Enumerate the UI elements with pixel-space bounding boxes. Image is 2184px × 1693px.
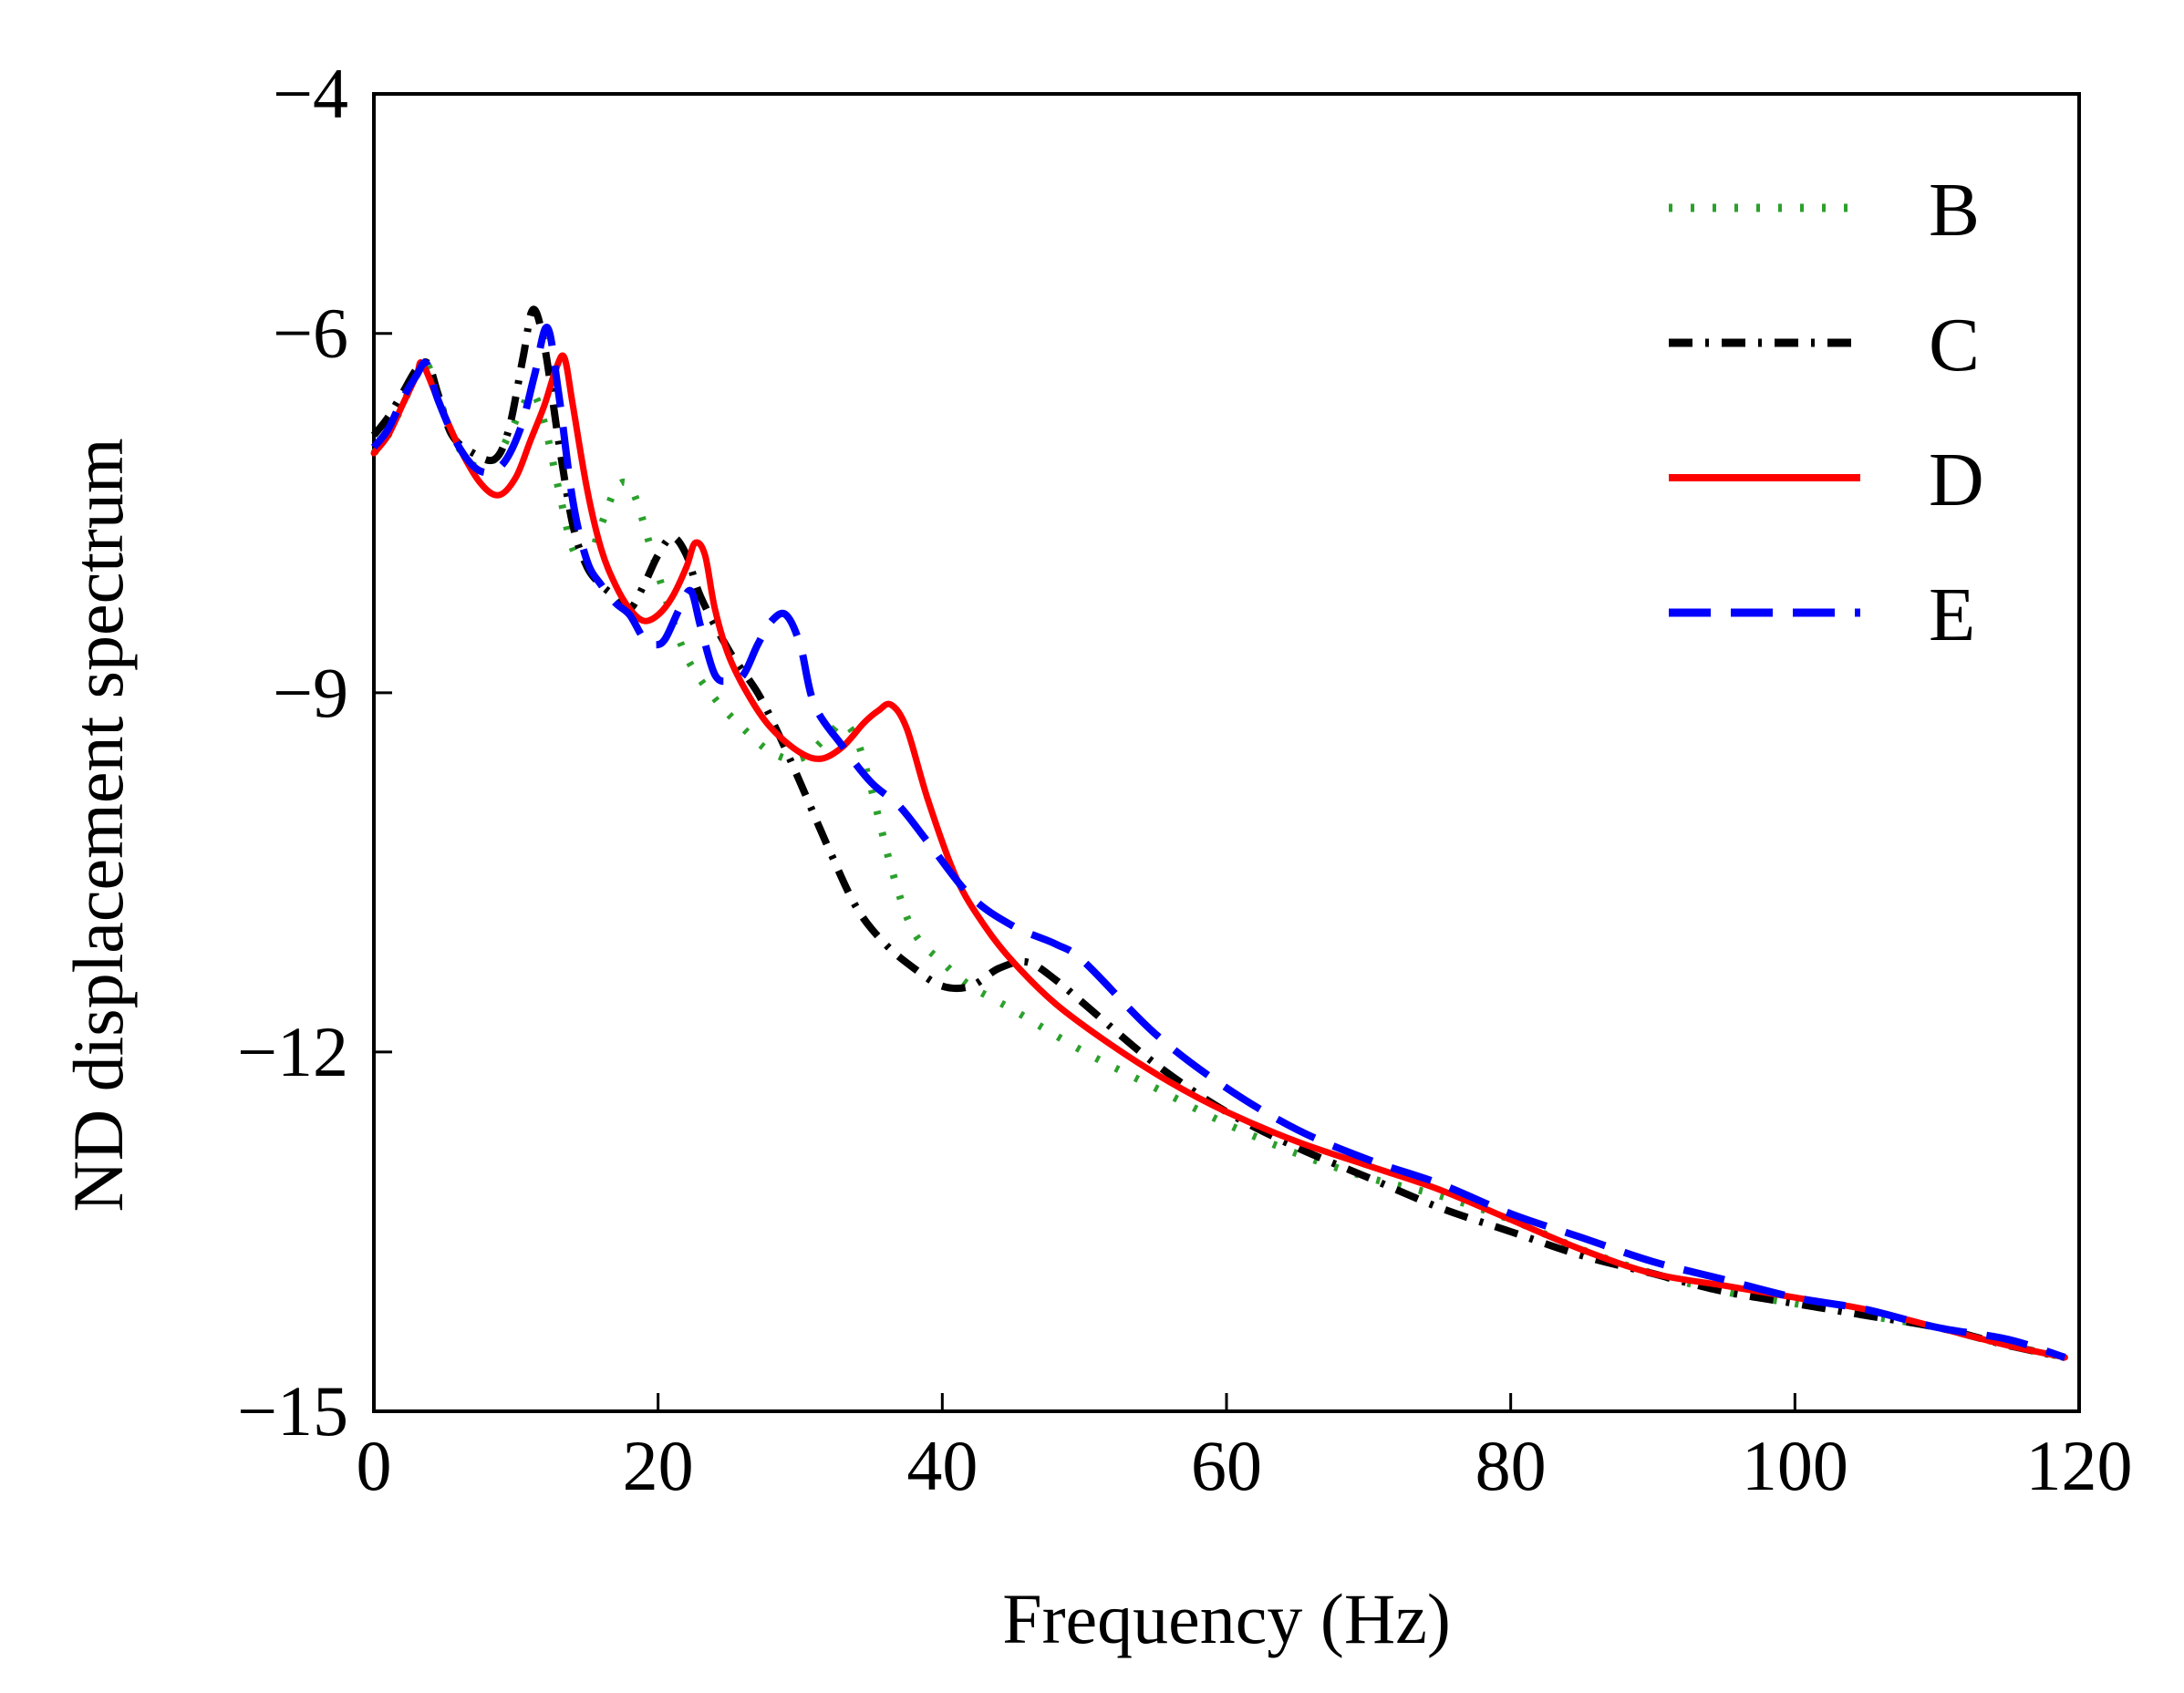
y-tick-label: −4 [273,54,348,133]
x-tick-label: 100 [1742,1426,1848,1505]
x-tick-label: 80 [1475,1426,1547,1505]
y-tick-label: −9 [273,653,348,732]
x-tick-label: 20 [623,1426,694,1505]
x-tick-label: 60 [1191,1426,1262,1505]
x-tick-label: 40 [906,1426,978,1505]
legend-label-d: D [1929,438,1984,522]
series-line-e [370,324,2066,1361]
y-tick-label: −12 [237,1012,348,1091]
legend-label-c: C [1929,303,1980,387]
x-tick-label: 120 [2026,1426,2133,1505]
x-tick-label: 0 [357,1426,392,1505]
plot-area-frame [372,92,2081,1413]
series-line-c [370,305,2066,1361]
data-series [370,305,2068,1361]
x-axis-title: Frequency (Hz) [1002,1579,1451,1658]
y-tick-label: −6 [273,294,348,373]
y-axis-title: ND displacement spectrum [58,438,138,1212]
series-line-d [370,352,2068,1361]
legend-label-e: E [1929,573,1975,657]
series-line-b [370,358,2066,1361]
axis-ticks: 0 20 40 60 80 100 120 −4 −6 −9 −12 −15 [237,54,2133,1505]
y-tick-label: −15 [237,1371,348,1450]
legend-label-b: B [1929,168,1980,253]
